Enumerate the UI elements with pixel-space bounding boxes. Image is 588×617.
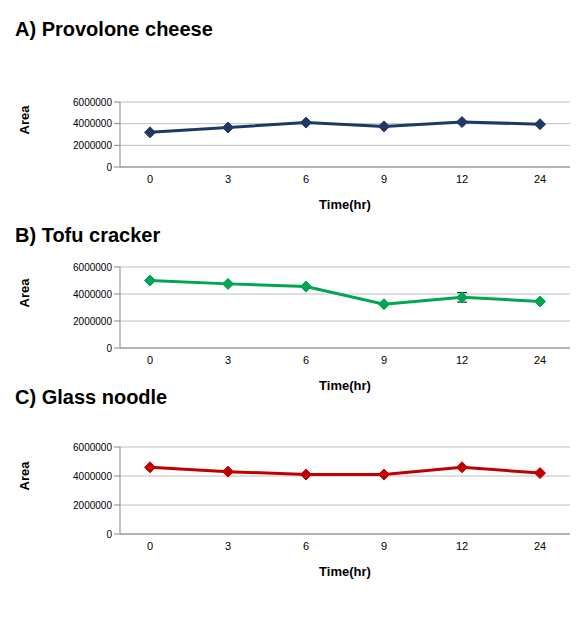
svg-text:3: 3 [225, 354, 231, 366]
svg-text:0: 0 [147, 354, 153, 366]
svg-text:0: 0 [106, 162, 112, 173]
svg-text:Area: Area [17, 105, 32, 135]
svg-text:2000000: 2000000 [73, 500, 112, 511]
svg-text:0: 0 [106, 529, 112, 540]
svg-text:Area: Area [17, 278, 32, 308]
svg-text:12: 12 [456, 354, 468, 366]
svg-text:Time(hr): Time(hr) [319, 378, 371, 393]
html-text:C) Glass noodle: C) Glass noodle [15, 386, 168, 408]
svg-text:2000000: 2000000 [73, 316, 112, 327]
svg-text:24: 24 [534, 540, 546, 552]
svg-text:9: 9 [381, 354, 387, 366]
svg-text:12: 12 [456, 173, 468, 185]
svg-text:2000000: 2000000 [73, 140, 112, 151]
svg-text:Time(hr): Time(hr) [319, 197, 371, 212]
svg-text:3: 3 [225, 173, 231, 185]
svg-text:6000000: 6000000 [73, 262, 112, 273]
svg-text:6: 6 [303, 173, 309, 185]
svg-text:6000000: 6000000 [73, 97, 112, 108]
svg-text:0: 0 [106, 343, 112, 354]
svg-text:6: 6 [303, 540, 309, 552]
html-text:B) Tofu cracker: B) Tofu cracker [15, 224, 161, 246]
svg-text:6000000: 6000000 [73, 442, 112, 453]
svg-text:6: 6 [303, 354, 309, 366]
svg-text:0: 0 [147, 540, 153, 552]
svg-text:12: 12 [456, 540, 468, 552]
svg-text:4000000: 4000000 [73, 289, 112, 300]
svg-text:3: 3 [225, 540, 231, 552]
svg-text:0: 0 [147, 173, 153, 185]
svg-text:4000000: 4000000 [73, 471, 112, 482]
svg-text:Time(hr): Time(hr) [319, 564, 371, 579]
svg-text:24: 24 [534, 173, 546, 185]
svg-text:4000000: 4000000 [73, 118, 112, 129]
svg-text:9: 9 [381, 173, 387, 185]
html-text:A) Provolone cheese: A) Provolone cheese [15, 18, 213, 40]
svg-text:9: 9 [381, 540, 387, 552]
svg-text:24: 24 [534, 354, 546, 366]
svg-text:Area: Area [17, 461, 32, 491]
